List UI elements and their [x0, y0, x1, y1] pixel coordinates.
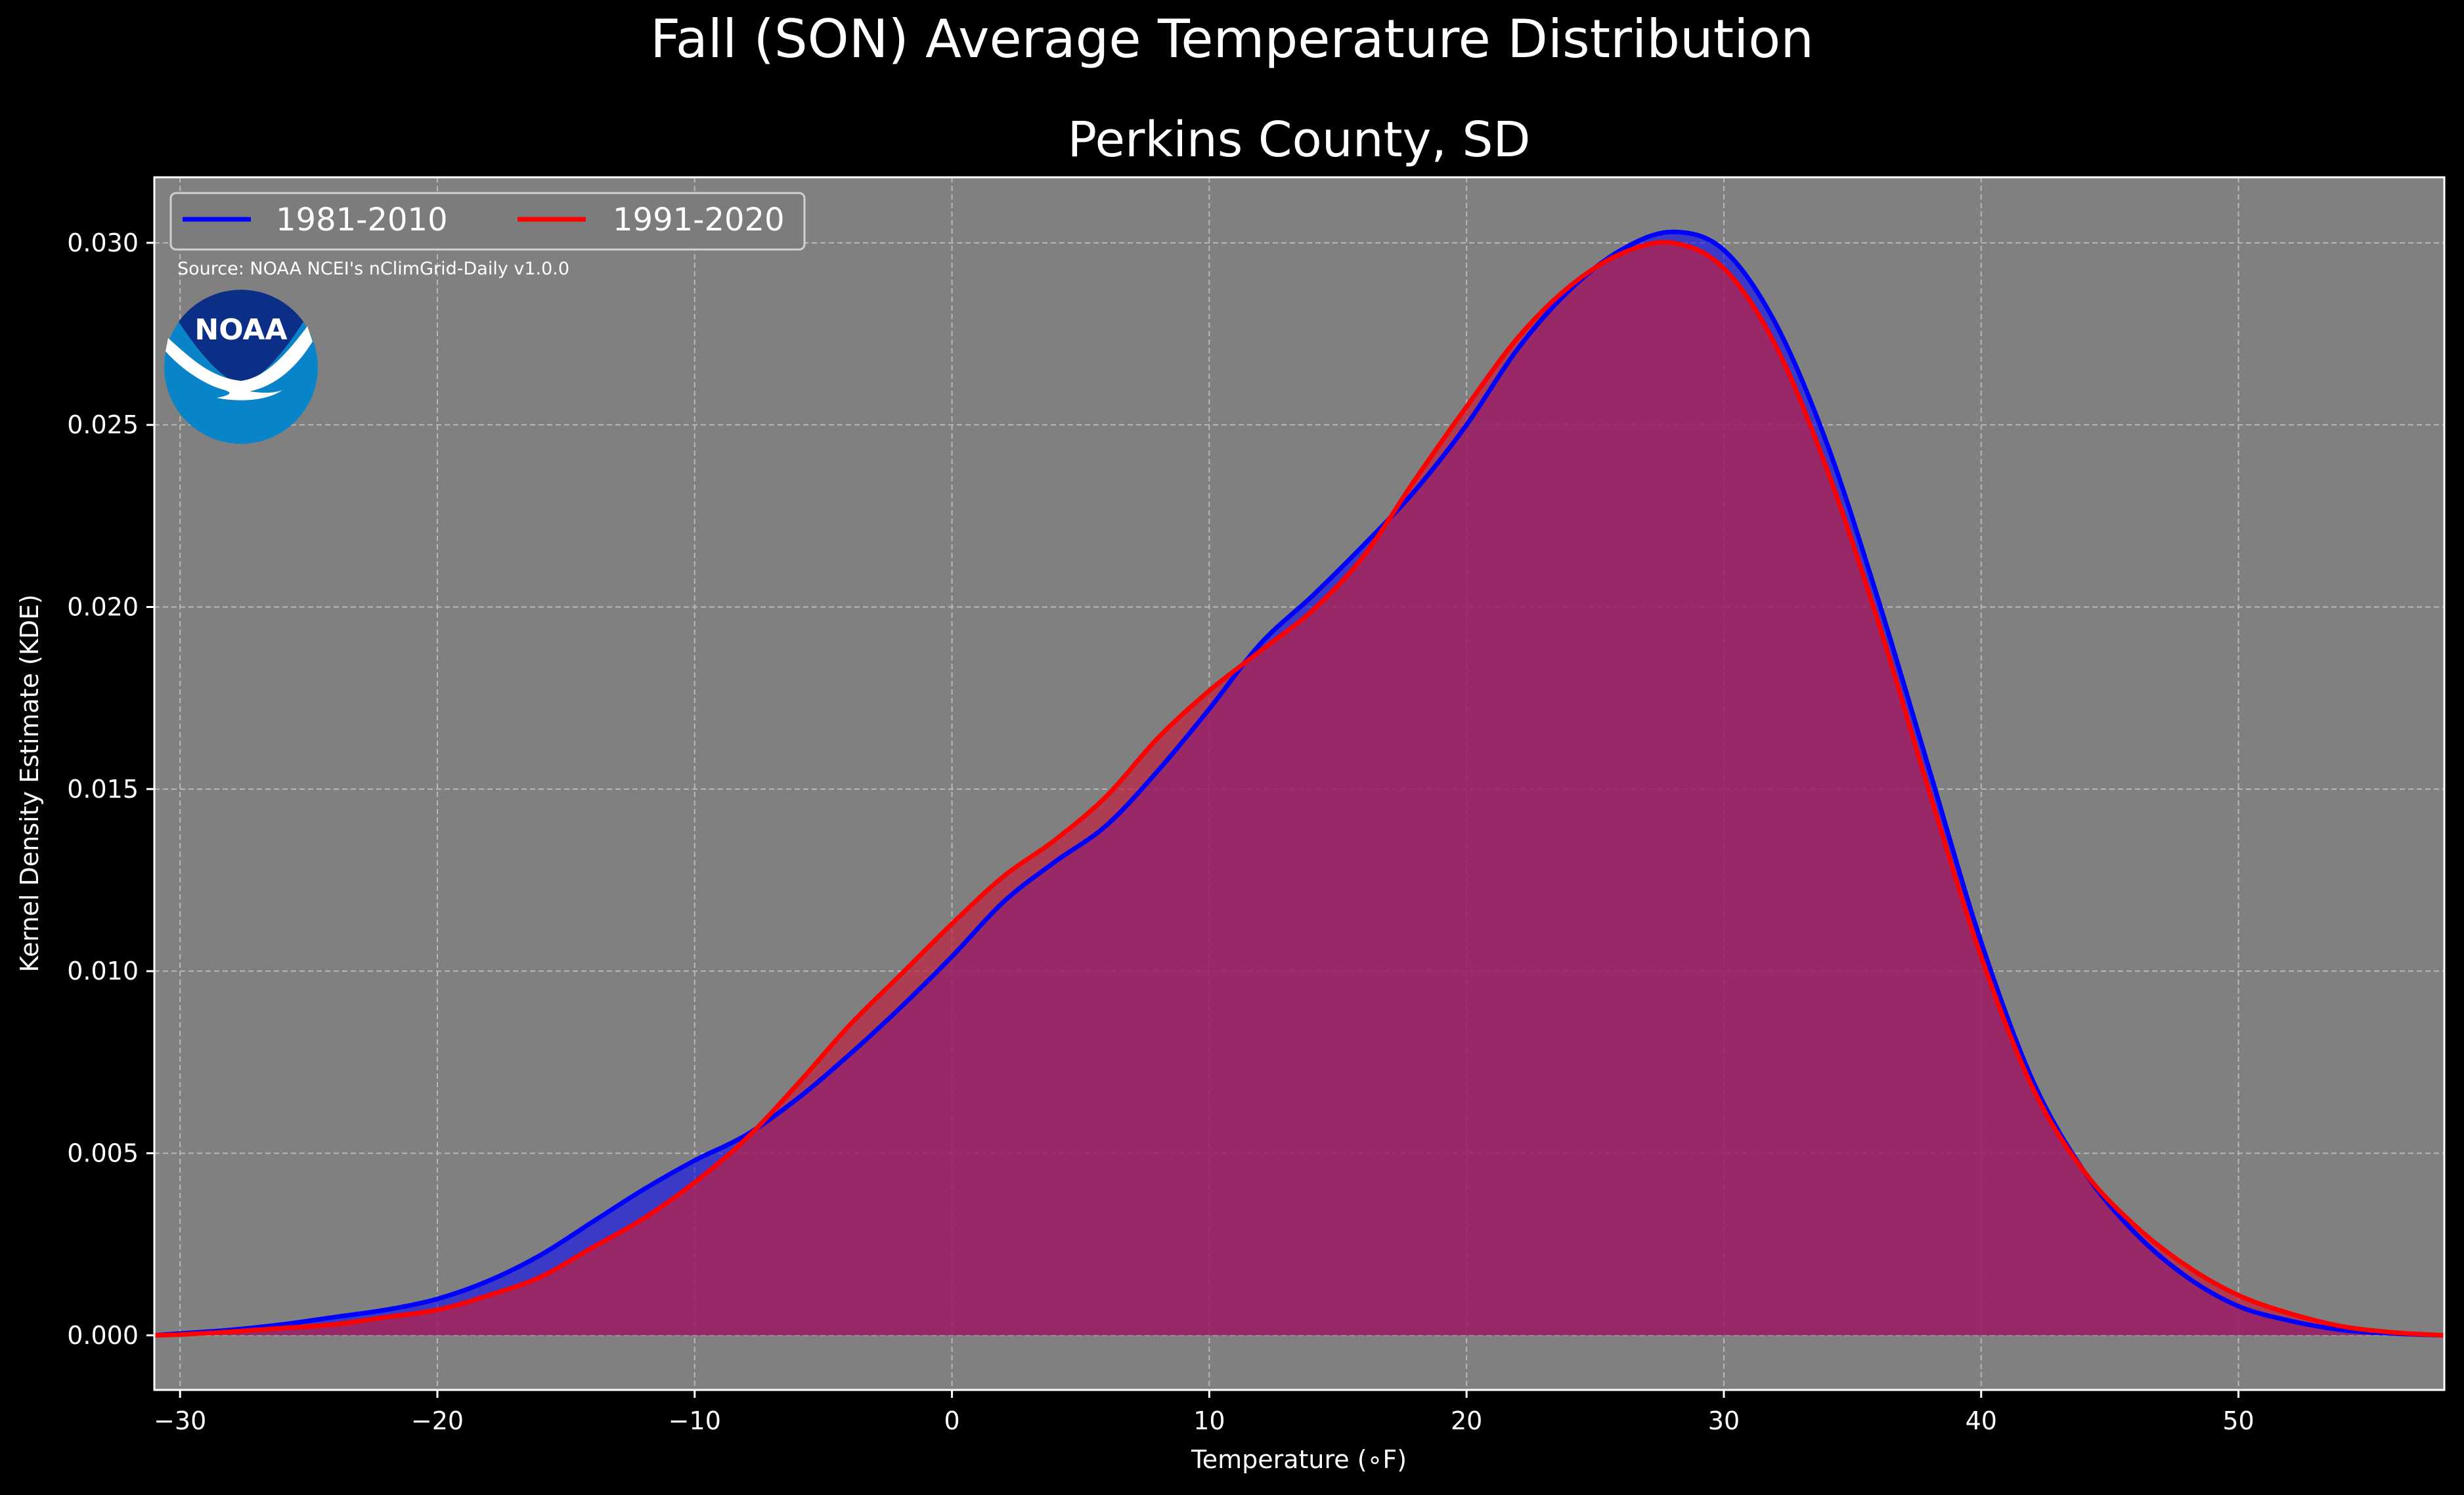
noaa-logo: NOAA	[164, 290, 318, 444]
x-tick-label-3: 0	[944, 1406, 959, 1435]
y-axis-ticks: 0.000 0.005 0.010 0.015 0.020 0.025 0.030	[67, 228, 154, 1350]
y-tick-label-4: 0.020	[67, 592, 139, 621]
series-area-1991-2020	[154, 242, 2444, 1335]
noaa-logo-top	[179, 290, 303, 384]
x-tick-label-4: 10	[1193, 1406, 1225, 1435]
noaa-logo-text: NOAA	[194, 313, 287, 347]
y-tick-label-3: 0.015	[67, 775, 139, 804]
series-line-1991-2020	[154, 240, 2445, 1338]
x-tick-label-0: −30	[154, 1406, 206, 1435]
y-tick-label-1: 0.005	[67, 1138, 139, 1167]
legend-label-1981-2010: 1981-2010	[276, 202, 448, 238]
y-tick-label-0: 0.000	[67, 1321, 139, 1350]
chart-suptitle: Fall (SON) Average Temperature Distribut…	[650, 9, 1814, 70]
plot-frame	[153, 176, 2446, 1391]
x-tick-label-6: 30	[1708, 1406, 1740, 1435]
x-tick-label-2: −10	[669, 1406, 721, 1435]
series-layer	[154, 229, 2445, 1338]
y-tick-label-6: 0.030	[67, 228, 139, 257]
y-axis-label: Kernel Density Estimate (KDE)	[15, 594, 44, 972]
legend-box	[169, 192, 806, 251]
legend: 1981-2010 1991-2020	[169, 192, 806, 251]
chart-title: Perkins County, SD	[1068, 112, 1531, 168]
x-axis-label: Temperature (∘F)	[1191, 1445, 1407, 1474]
y-tick-label-2: 0.010	[67, 957, 139, 986]
x-axis-ticks: −30 −20 −10 0 10 20 30 40 50	[154, 1390, 2255, 1435]
x-tick-label-1: −20	[411, 1406, 464, 1435]
series-line-1981-2010	[154, 229, 2445, 1338]
y-tick-label-5: 0.025	[67, 410, 139, 439]
source-note: Source: NOAA NCEI's nClimGrid-Daily v1.0…	[177, 259, 569, 279]
x-tick-label-7: 40	[1966, 1406, 1997, 1435]
x-tick-label-5: 20	[1451, 1406, 1482, 1435]
noaa-logo-gull-icon	[165, 326, 313, 401]
x-tick-label-8: 50	[2222, 1406, 2254, 1435]
legend-label-1991-2020: 1991-2020	[613, 202, 785, 238]
